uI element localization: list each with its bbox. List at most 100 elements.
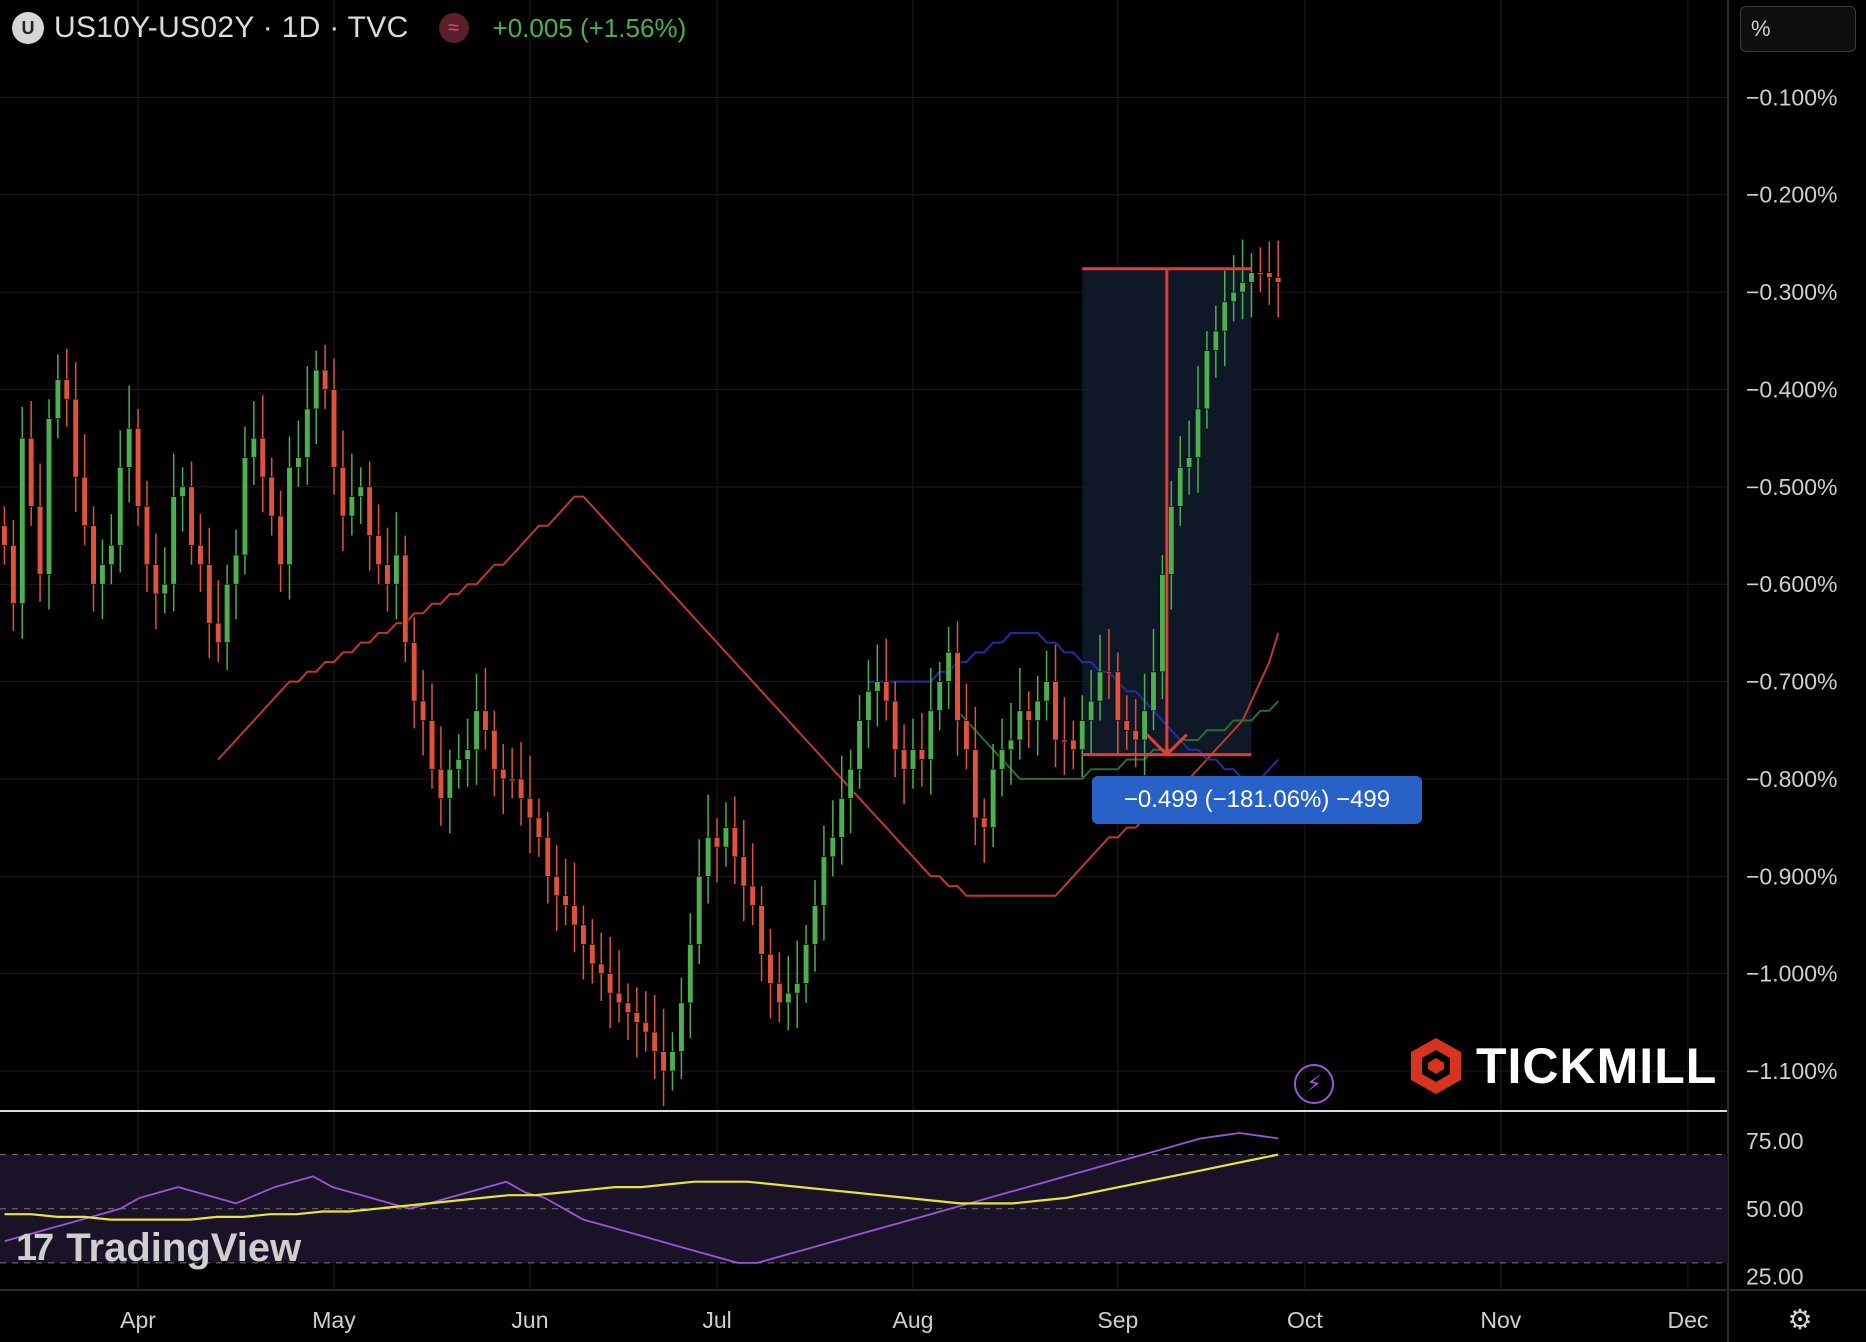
candle-body — [1, 525, 8, 546]
x-tick-label: May — [312, 1307, 356, 1333]
candle-body — [615, 992, 623, 1004]
candle-body — [820, 856, 827, 906]
rsi-tick-label: 25.00 — [1746, 1263, 1804, 1289]
candle-body — [740, 856, 747, 887]
ma-50-line — [217, 495, 1280, 897]
candle-body — [1186, 457, 1193, 468]
candle-body — [446, 768, 453, 799]
candle-body — [188, 486, 195, 546]
candle-body — [535, 817, 542, 838]
tradingview-wordmark: TradingView — [66, 1226, 302, 1270]
x-tick-label: Nov — [1480, 1307, 1521, 1333]
candle-body — [963, 720, 970, 751]
candle-body — [286, 467, 293, 566]
candle-body — [143, 506, 151, 566]
candle-body — [250, 437, 257, 458]
measure-label: −0.499 (−181.06%) −499 — [1092, 776, 1422, 824]
candle-body — [206, 564, 213, 624]
candle-body — [722, 827, 729, 848]
candle-body — [927, 710, 934, 760]
candle-body — [776, 983, 783, 1004]
y-tick-label: −0.800% — [1746, 766, 1837, 792]
candle-body — [1025, 710, 1032, 721]
candle-body — [1177, 467, 1184, 507]
symbol-header: U US10Y-US02Y · 1D · TVC ≈ +0.005 (+1.56… — [12, 8, 686, 48]
candle-body — [1141, 710, 1148, 741]
candle-body — [1150, 671, 1157, 712]
symbol-title[interactable]: US10Y-US02Y · 1D · TVC — [54, 11, 409, 44]
price-unit-button[interactable]: % — [1740, 6, 1856, 52]
y-tick-label: −0.400% — [1746, 376, 1837, 402]
candle-body — [749, 885, 756, 906]
candle-body — [794, 983, 801, 994]
tickmill-logo: TICKMILL — [1408, 1036, 1717, 1096]
x-tick-label: Oct — [1287, 1307, 1323, 1333]
candle-body — [981, 817, 988, 828]
candle-body — [348, 496, 355, 517]
candle-body — [883, 681, 890, 702]
candle-body — [161, 583, 168, 595]
candle-body — [1257, 272, 1264, 275]
measure-arrow-icon — [1145, 733, 1188, 757]
candle-body — [1168, 506, 1175, 575]
wave-icon[interactable]: ≈ — [438, 13, 469, 43]
candle-body — [45, 418, 53, 575]
y-tick-label: −0.900% — [1746, 863, 1837, 889]
ma-200-line — [868, 631, 1279, 780]
candle-body — [108, 544, 115, 566]
candle-body — [580, 924, 587, 945]
y-tick-label: −0.200% — [1746, 182, 1837, 208]
y-tick-label: −1.100% — [1746, 1058, 1837, 1084]
candle-body — [865, 691, 872, 721]
price-change: +0.005 (+1.56%) — [492, 12, 687, 43]
candle-body — [660, 1051, 667, 1072]
candle-body — [402, 554, 409, 643]
candle-body — [366, 486, 373, 536]
candle-body — [713, 837, 721, 848]
candle-body — [562, 895, 569, 906]
candle-body — [669, 1051, 676, 1072]
candle-body — [224, 583, 231, 643]
tickmill-wordmark: TICKMILL — [1476, 1038, 1718, 1094]
candle-body — [72, 398, 79, 478]
candle-body — [384, 564, 391, 585]
candle-body — [54, 379, 61, 419]
candle-body — [642, 1022, 649, 1033]
candle-body — [313, 369, 320, 410]
candle-body — [90, 525, 97, 585]
y-tick-label: −0.600% — [1746, 571, 1837, 597]
candle-body — [1123, 720, 1130, 731]
candle-body — [892, 700, 899, 751]
settings-gear-icon[interactable]: ⚙ — [1787, 1304, 1813, 1335]
candle-body — [473, 710, 480, 751]
candle-body — [152, 564, 159, 595]
candle-body — [598, 963, 605, 974]
candle-body — [126, 428, 133, 468]
candle-body — [829, 837, 836, 858]
candle-body — [1070, 739, 1077, 751]
candle-body — [482, 710, 489, 731]
candle-body — [10, 544, 17, 604]
candle-body — [972, 749, 979, 819]
candle-body — [215, 622, 222, 643]
candle-body — [1096, 671, 1104, 702]
candle-body — [437, 768, 444, 799]
candle-body — [375, 535, 382, 566]
candle-body — [553, 876, 560, 897]
rsi-ma-line — [4, 1153, 1279, 1221]
candle-body — [81, 476, 88, 527]
candle-body — [1212, 330, 1219, 351]
tickmill-hex-icon — [1411, 1038, 1461, 1094]
candle-body — [117, 467, 124, 546]
candle-body — [1114, 671, 1121, 721]
candle-body — [758, 905, 765, 955]
lightning-icon[interactable]: ⚡ — [1294, 1064, 1334, 1104]
candle-body — [990, 768, 997, 828]
candle-body — [428, 720, 436, 770]
candle-body — [687, 944, 694, 1004]
symbol-badge[interactable]: U — [12, 12, 44, 44]
y-tick-label: −0.100% — [1746, 84, 1837, 110]
candle-body — [803, 944, 810, 984]
candle-body — [1052, 681, 1059, 741]
candle-body — [945, 652, 952, 682]
